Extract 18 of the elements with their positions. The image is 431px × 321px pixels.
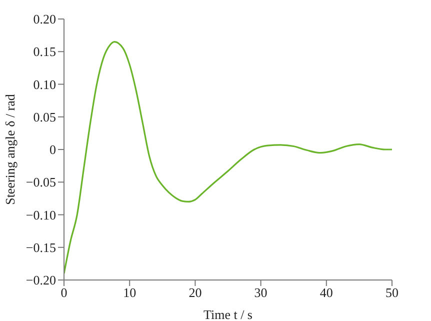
y-tick-label: −0.15 (26, 240, 56, 255)
line-series (64, 41, 392, 274)
y-tick-label: 0.10 (33, 76, 56, 92)
x-axis-title: Time t / s (203, 307, 253, 321)
y-tick-label: 0.20 (33, 12, 56, 27)
x-tick-label: 50 (386, 285, 398, 300)
y-tick-label: 0.15 (33, 44, 56, 60)
y-tick-label: 0 (50, 142, 56, 158)
x-tick-label: 10 (123, 285, 136, 300)
y-axis-title: Steering angle δ / rad (2, 94, 18, 205)
x-tick-label: 0 (60, 285, 68, 300)
y-tick-label: −0.20 (26, 272, 56, 288)
y-tick-label: −0.05 (26, 174, 56, 190)
x-tick-label: 20 (188, 285, 202, 300)
x-tick-label: 30 (254, 285, 268, 300)
y-tick-label: 0.05 (33, 109, 56, 124)
x-tick-label: 40 (320, 285, 333, 300)
y-tick-label: −0.10 (26, 207, 56, 222)
